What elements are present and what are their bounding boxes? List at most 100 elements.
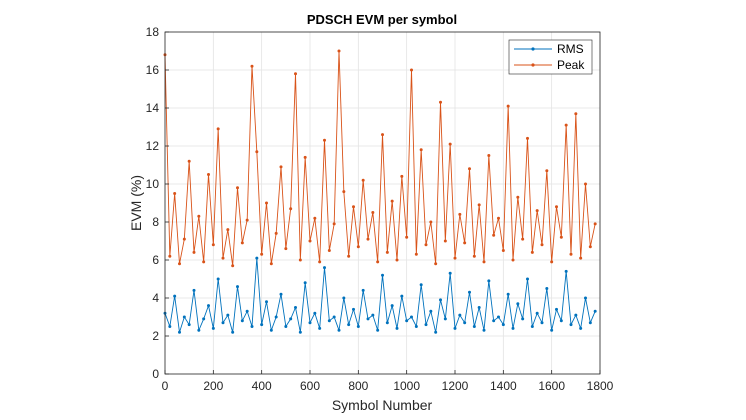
data-point-rms bbox=[289, 317, 293, 321]
data-point-rms bbox=[385, 321, 389, 325]
data-point-peak bbox=[361, 178, 365, 182]
data-point-peak bbox=[506, 104, 510, 108]
data-point-peak bbox=[559, 235, 563, 239]
data-point-peak bbox=[187, 159, 191, 163]
axes-box bbox=[164, 31, 601, 375]
chart-title: PDSCH EVM per symbol bbox=[307, 12, 457, 27]
data-point-rms bbox=[313, 311, 317, 315]
x-tick-label: 400 bbox=[252, 379, 272, 393]
data-point-rms bbox=[429, 309, 433, 313]
data-point-rms bbox=[424, 323, 428, 327]
data-point-rms bbox=[381, 273, 384, 277]
data-point-peak bbox=[347, 254, 351, 258]
data-point-rms bbox=[207, 304, 210, 308]
data-point-peak bbox=[323, 138, 326, 142]
data-point-rms bbox=[584, 296, 587, 300]
y-tick-label: 18 bbox=[146, 25, 160, 39]
y-tick-label: 6 bbox=[152, 253, 159, 267]
data-point-rms bbox=[506, 292, 510, 296]
data-point-rms bbox=[579, 326, 583, 330]
data-point-rms bbox=[332, 315, 336, 319]
data-point-peak bbox=[439, 100, 442, 104]
data-point-rms bbox=[245, 309, 249, 313]
x-tick-label: 200 bbox=[203, 379, 223, 393]
data-point-peak bbox=[202, 260, 206, 264]
data-point-peak bbox=[337, 49, 341, 53]
y-tick-label: 12 bbox=[146, 139, 160, 153]
data-point-peak bbox=[579, 256, 583, 260]
y-tick-label: 16 bbox=[146, 63, 160, 77]
data-point-rms bbox=[564, 269, 568, 273]
data-point-rms bbox=[294, 306, 297, 309]
data-point-rms bbox=[555, 307, 558, 311]
series-line-peak bbox=[164, 50, 596, 266]
data-point-rms bbox=[439, 298, 442, 302]
data-point-peak bbox=[429, 220, 433, 224]
data-point-rms bbox=[279, 292, 283, 296]
legend-rms-marker bbox=[531, 47, 535, 51]
data-point-peak bbox=[284, 247, 288, 251]
data-point-peak bbox=[497, 216, 500, 220]
y-tick-label: 4 bbox=[152, 291, 159, 305]
data-point-peak bbox=[410, 68, 413, 72]
data-point-peak bbox=[526, 136, 529, 140]
data-point-rms bbox=[182, 315, 186, 319]
x-tick-label: 1200 bbox=[442, 379, 469, 393]
legend: RMS Peak bbox=[508, 39, 593, 75]
data-point-peak bbox=[332, 222, 336, 226]
data-point-peak bbox=[385, 250, 389, 254]
data-point-rms bbox=[337, 328, 341, 332]
data-point-peak bbox=[530, 250, 534, 254]
data-point-rms bbox=[371, 313, 375, 317]
data-point-rms bbox=[463, 321, 467, 325]
data-point-peak bbox=[289, 207, 293, 211]
data-point-peak bbox=[356, 245, 360, 249]
data-point-rms bbox=[298, 330, 302, 334]
data-point-peak bbox=[569, 252, 573, 256]
data-point-rms bbox=[187, 323, 191, 327]
data-point-rms bbox=[250, 325, 254, 328]
data-point-peak bbox=[448, 142, 452, 146]
data-point-peak bbox=[327, 249, 331, 252]
data-point-rms bbox=[400, 294, 404, 298]
data-point-rms bbox=[323, 266, 326, 270]
x-tick-label: 600 bbox=[300, 379, 320, 393]
data-point-peak bbox=[492, 233, 496, 237]
data-point-peak bbox=[197, 214, 201, 218]
data-point-peak bbox=[236, 186, 239, 190]
data-point-rms bbox=[559, 319, 563, 323]
data-point-peak bbox=[477, 203, 481, 207]
data-point-peak bbox=[250, 64, 254, 68]
data-point-peak bbox=[269, 262, 273, 266]
data-point-rms bbox=[443, 317, 447, 321]
data-point-rms bbox=[526, 277, 529, 281]
data-point-peak bbox=[260, 252, 264, 256]
data-point-peak bbox=[424, 243, 428, 247]
data-point-rms bbox=[231, 330, 235, 334]
data-point-rms bbox=[274, 315, 278, 319]
data-point-peak bbox=[564, 123, 568, 127]
data-point-peak bbox=[535, 209, 539, 213]
legend-peak-marker bbox=[531, 63, 535, 67]
data-point-rms bbox=[352, 307, 355, 311]
data-point-peak bbox=[390, 199, 394, 203]
data-point-peak bbox=[405, 235, 409, 239]
data-point-peak bbox=[366, 237, 370, 241]
data-point-peak bbox=[516, 195, 520, 199]
data-point-peak bbox=[414, 252, 418, 256]
data-point-peak bbox=[584, 182, 587, 186]
data-point-rms bbox=[458, 313, 462, 317]
data-point-rms bbox=[540, 321, 544, 325]
legend-box bbox=[508, 39, 593, 75]
x-tick-label: 1400 bbox=[490, 379, 517, 393]
data-point-rms bbox=[419, 283, 423, 287]
data-point-peak bbox=[294, 72, 297, 76]
data-point-rms bbox=[395, 326, 399, 330]
data-point-peak bbox=[395, 258, 399, 262]
data-point-rms bbox=[468, 290, 471, 294]
data-point-peak bbox=[255, 150, 259, 154]
data-point-rms bbox=[347, 323, 351, 327]
data-point-rms bbox=[521, 317, 525, 321]
x-axis-label: Symbol Number bbox=[332, 397, 433, 413]
